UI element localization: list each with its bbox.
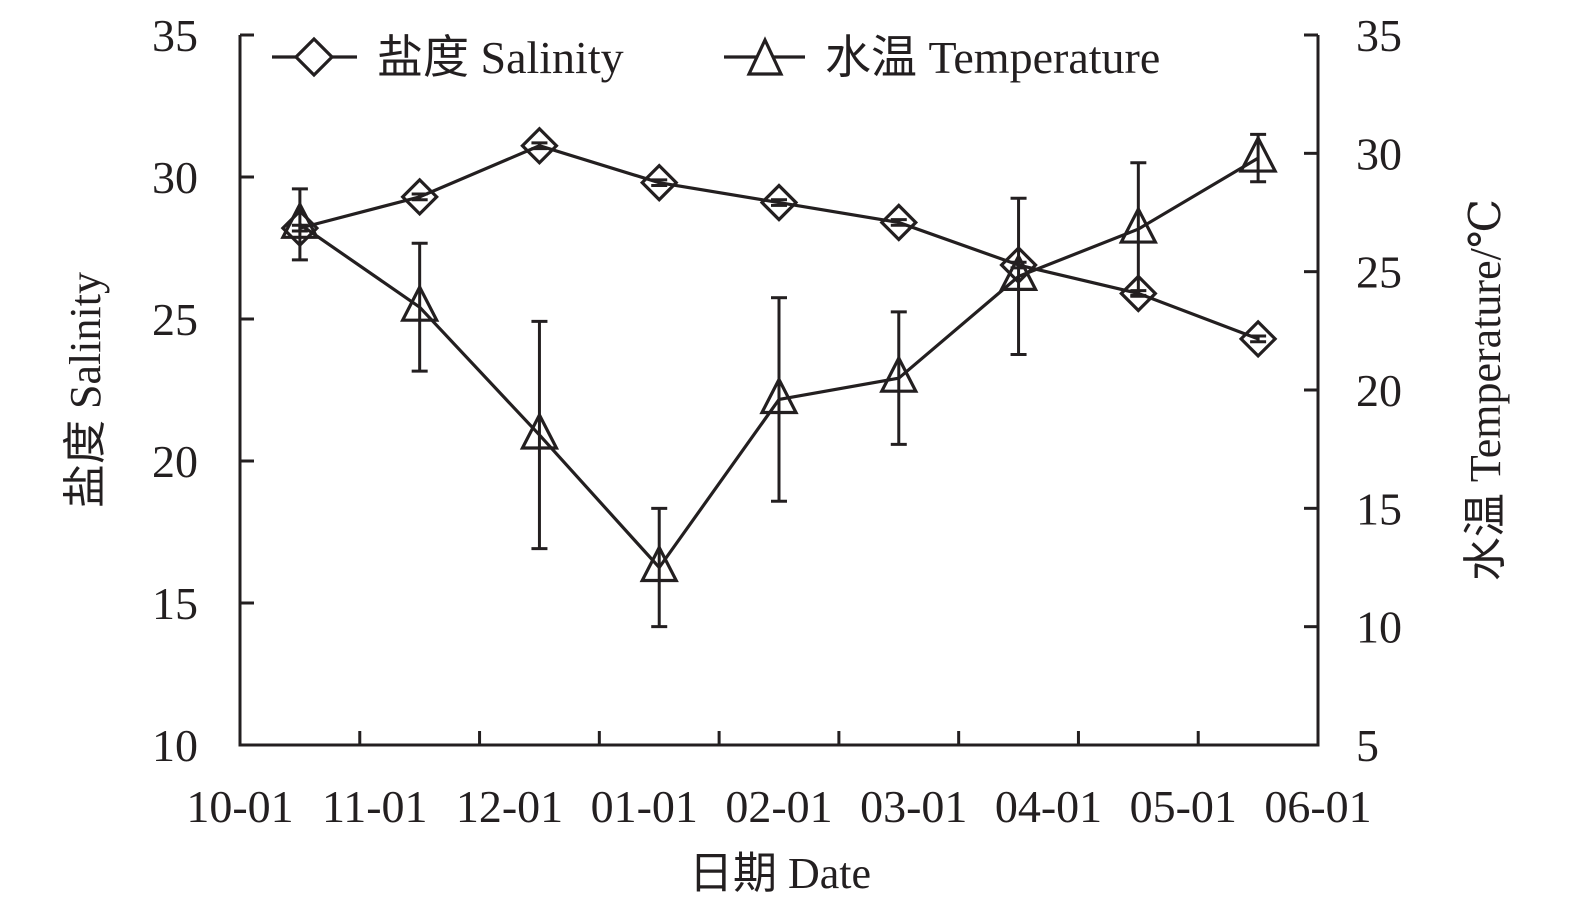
plot-area — [280, 126, 1278, 629]
left-y-tick-label: 20 — [152, 436, 198, 487]
series-temperature — [280, 132, 1278, 629]
diamond-point — [639, 163, 679, 202]
legend-item-temperature: 水温 Temperature — [724, 32, 1160, 83]
diamond-point — [520, 126, 559, 166]
diamond-point — [879, 203, 919, 242]
triangle-point — [879, 354, 919, 393]
diamond-point — [1238, 319, 1278, 359]
x-tick-label: 10-01 — [186, 781, 293, 832]
triangle-marker-icon — [746, 36, 784, 76]
series-salinity — [280, 126, 1278, 359]
triangle-point — [1118, 205, 1158, 244]
axis-ticks — [240, 33, 1318, 747]
x-tick-label: 02-01 — [725, 781, 832, 832]
right-y-tick-label: 15 — [1356, 483, 1402, 534]
diamond-marker-icon — [293, 36, 335, 78]
left-y-tick-label: 35 — [152, 10, 198, 61]
legend-temperature-label: 水温 Temperature — [825, 32, 1160, 83]
x-tick-label: 01-01 — [591, 781, 698, 832]
x-tick-label: 05-01 — [1130, 781, 1237, 832]
diamond-point — [400, 177, 439, 217]
left-y-tick-label: 25 — [152, 294, 198, 345]
triangle-point — [639, 544, 679, 583]
triangle-point — [280, 200, 320, 239]
x-axis-title: 日期 Date — [689, 849, 871, 898]
triangle-point — [519, 411, 560, 450]
right-y-tick-label: 20 — [1356, 365, 1402, 416]
x-tick-label: 03-01 — [860, 781, 967, 832]
axis-tick-labels: 10 15 20 25 30 35 5 10 15 20 25 30 35 10-01 11-01 12-01… — [152, 10, 1402, 832]
triangle-point — [998, 252, 1039, 291]
triangle-point — [759, 375, 799, 415]
x-tick-label: 04-01 — [995, 781, 1102, 832]
left-y-tick-label: 15 — [152, 578, 198, 629]
triangle-point — [400, 283, 440, 322]
right-y-tick-label: 35 — [1356, 10, 1402, 61]
diamond-point — [1119, 274, 1158, 313]
legend: 盐度 Salinity 水温 Temperature — [272, 32, 1160, 83]
right-y-tick-label: 10 — [1356, 602, 1402, 653]
x-tick-label: 06-01 — [1264, 781, 1371, 832]
axes: 10 15 20 25 30 35 5 10 15 20 25 30 35 10-01 11-01 12-01… — [152, 10, 1402, 832]
legend-salinity-label: 盐度 Salinity — [377, 32, 624, 83]
x-tick-label: 12-01 — [456, 781, 563, 832]
left-y-tick-label: 10 — [152, 720, 198, 771]
right-y-tick-label: 30 — [1356, 128, 1402, 179]
left-y-axis-title: 盐度 Salinity — [61, 272, 110, 508]
diamond-point — [759, 183, 799, 222]
right-y-tick-label: 25 — [1356, 247, 1402, 298]
x-tick-label: 11-01 — [322, 781, 428, 832]
right-y-tick-label: 5 — [1356, 720, 1379, 771]
right-y-axis-title: 水温 Temperature/℃ — [1461, 199, 1510, 581]
triangle-point — [1238, 134, 1278, 173]
legend-item-salinity: 盐度 Salinity — [272, 32, 624, 83]
left-y-tick-label: 30 — [152, 152, 198, 203]
